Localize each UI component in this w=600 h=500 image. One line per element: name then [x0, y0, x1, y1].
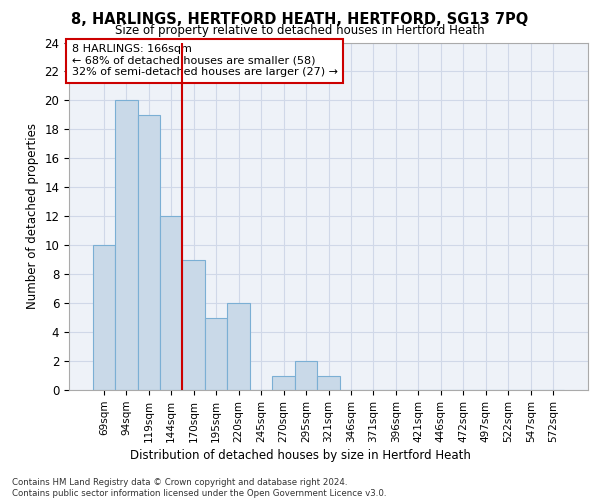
- Text: 8 HARLINGS: 166sqm
← 68% of detached houses are smaller (58)
32% of semi-detache: 8 HARLINGS: 166sqm ← 68% of detached hou…: [71, 44, 338, 78]
- Bar: [227, 303, 250, 390]
- Bar: [182, 260, 205, 390]
- Bar: [137, 115, 160, 390]
- Text: Contains HM Land Registry data © Crown copyright and database right 2024.
Contai: Contains HM Land Registry data © Crown c…: [12, 478, 386, 498]
- Bar: [317, 376, 340, 390]
- Text: Size of property relative to detached houses in Hertford Heath: Size of property relative to detached ho…: [115, 24, 485, 37]
- Bar: [115, 100, 137, 390]
- Text: 8, HARLINGS, HERTFORD HEATH, HERTFORD, SG13 7PQ: 8, HARLINGS, HERTFORD HEATH, HERTFORD, S…: [71, 12, 529, 26]
- Bar: [295, 361, 317, 390]
- Bar: [92, 245, 115, 390]
- Bar: [205, 318, 227, 390]
- Y-axis label: Number of detached properties: Number of detached properties: [26, 123, 39, 309]
- Bar: [160, 216, 182, 390]
- Bar: [272, 376, 295, 390]
- Text: Distribution of detached houses by size in Hertford Heath: Distribution of detached houses by size …: [130, 450, 470, 462]
